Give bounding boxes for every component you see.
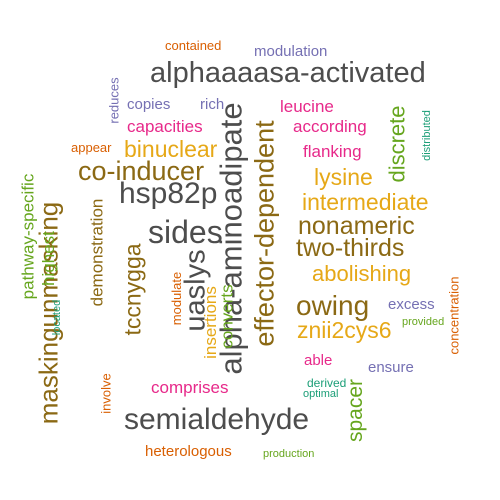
- word-provided: provided: [402, 316, 445, 328]
- word-hsp82p: hsp82p: [119, 177, 218, 210]
- word-pathway-specific: pathway-specific: [18, 173, 38, 300]
- word-demonstration: demonstration: [87, 198, 107, 307]
- word-contained: contained: [165, 38, 222, 53]
- word-derived: derived: [307, 376, 347, 390]
- word-according: according: [293, 117, 367, 136]
- word-binuclear: binuclear: [124, 136, 218, 162]
- word-highest: highest: [38, 231, 58, 286]
- word-sides: sides: [148, 214, 223, 250]
- word-excess: excess: [388, 296, 435, 313]
- word-reduces: reduces: [106, 77, 122, 124]
- word-comprises: comprises: [151, 378, 229, 397]
- word-alphaaaasa-activated: alphaaaasa-activated: [150, 57, 426, 89]
- word-rich: rich: [200, 96, 225, 113]
- word-located: located: [51, 299, 64, 336]
- word-modulate: modulate: [169, 271, 185, 326]
- word-spacer: spacer: [344, 378, 368, 443]
- word-production: production: [263, 448, 315, 460]
- word-modulation: modulation: [254, 43, 328, 60]
- word-insertions: insertions: [200, 286, 220, 359]
- word-flanking: flanking: [303, 142, 362, 161]
- word-capacities: capacities: [127, 117, 203, 136]
- word-optimal: optimal: [303, 388, 339, 400]
- word-converts: converts: [217, 284, 237, 349]
- word-owing: owing: [296, 290, 370, 321]
- word-ensure: ensure: [368, 359, 414, 376]
- word-copies: copies: [127, 96, 171, 113]
- word-intermediate: intermediate: [302, 189, 429, 215]
- word-two-thirds: two-thirds: [296, 234, 405, 262]
- word-nonameric: nonameric: [298, 212, 415, 240]
- word-lysine: lysine: [314, 164, 373, 190]
- word-able: able: [304, 352, 333, 369]
- word-tccnygga: tccnygga: [119, 243, 146, 336]
- word-leucine: leucine: [280, 97, 334, 116]
- word-appear: appear: [71, 140, 112, 155]
- word-concentration: concentration: [446, 276, 462, 355]
- word-znii2cys6: znii2cys6: [297, 317, 392, 343]
- word-distributed: distributed: [420, 110, 433, 161]
- word-semialdehyde: semialdehyde: [124, 403, 310, 436]
- word-co-inducer: co-inducer: [78, 156, 205, 186]
- word-abolishing: abolishing: [312, 261, 412, 286]
- word-involve: involve: [98, 373, 114, 414]
- word-effector-dependent: effector-dependent: [249, 120, 280, 347]
- word-discrete: discrete: [384, 105, 410, 183]
- word-heterologous: heterologous: [145, 443, 232, 460]
